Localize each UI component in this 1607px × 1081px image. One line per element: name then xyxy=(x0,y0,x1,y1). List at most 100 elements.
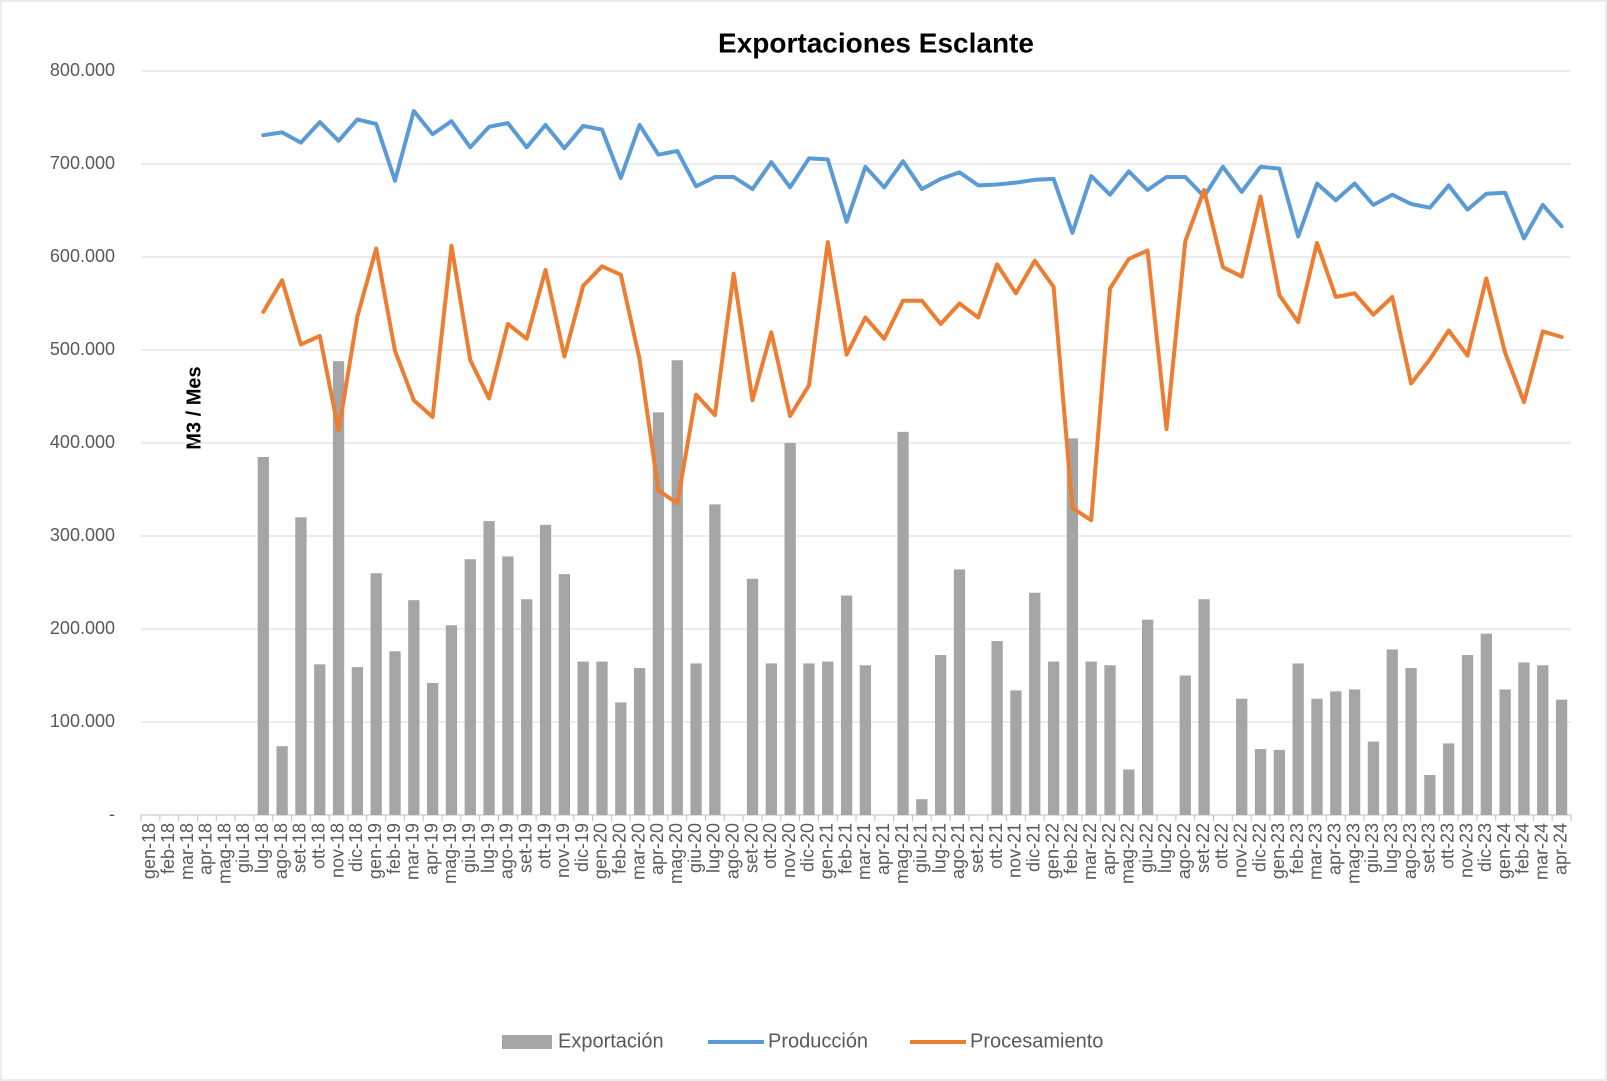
y-tick-label: 200.000 xyxy=(50,618,115,638)
x-tick-label: giu-22 xyxy=(1136,823,1156,873)
x-tick-label: nov-20 xyxy=(779,823,799,878)
bar xyxy=(1292,663,1304,815)
x-tick-label: giu-21 xyxy=(911,823,931,873)
x-tick-label: lug-18 xyxy=(252,823,272,873)
x-tick-label: set-19 xyxy=(515,823,535,873)
bar xyxy=(1179,675,1191,815)
bar xyxy=(1330,691,1342,815)
x-tick-label: apr-21 xyxy=(873,823,893,875)
x-tick-label: mar-24 xyxy=(1532,823,1552,880)
x-tick-label: feb-19 xyxy=(384,823,404,874)
bar xyxy=(652,412,665,815)
bar xyxy=(1311,698,1323,815)
x-tick-label: lug-19 xyxy=(478,823,498,873)
x-tick-label: nov-19 xyxy=(553,823,573,878)
x-tick-label: dic-22 xyxy=(1249,823,1269,872)
bar xyxy=(784,443,796,815)
x-tick-label: mar-19 xyxy=(403,823,423,880)
chart-title: Exportaciones Esclante xyxy=(718,27,1034,58)
bar xyxy=(671,360,683,815)
x-tick-label: feb-24 xyxy=(1513,823,1533,874)
bar xyxy=(803,663,815,815)
bar xyxy=(521,599,533,815)
x-tick-label: feb-23 xyxy=(1287,823,1307,874)
x-tick-label: ago-19 xyxy=(497,823,517,879)
bar xyxy=(690,663,702,815)
x-tick-label: gen-24 xyxy=(1494,823,1514,879)
x-tick-label: gen-22 xyxy=(1042,823,1062,879)
bar xyxy=(633,668,646,815)
bar xyxy=(1123,769,1135,815)
x-tick-label: mag-22 xyxy=(1118,823,1138,884)
bar xyxy=(1386,649,1398,815)
bar xyxy=(351,667,364,815)
bar xyxy=(765,663,777,815)
legend-label: Producción xyxy=(768,1030,868,1052)
bar xyxy=(1405,668,1417,815)
x-tick-label: mar-18 xyxy=(177,823,197,880)
x-tick-label: nov-18 xyxy=(327,823,347,878)
x-tick-label: apr-18 xyxy=(196,823,216,875)
y-tick-label: 300.000 xyxy=(50,525,115,545)
bar xyxy=(370,573,382,815)
x-tick-label: apr-19 xyxy=(421,823,441,875)
x-tick-label: feb-20 xyxy=(610,823,630,874)
bar xyxy=(935,655,947,815)
bar xyxy=(1085,661,1097,815)
x-tick-label: lug-23 xyxy=(1381,823,1401,873)
x-tick-label: gen-20 xyxy=(591,823,611,879)
x-tick-label: mag-18 xyxy=(214,823,234,884)
x-tick-label: nov-21 xyxy=(1005,823,1025,878)
line xyxy=(261,109,1564,241)
x-tick-label: nov-22 xyxy=(1230,823,1250,878)
y-tick-label: 700.000 xyxy=(50,153,115,173)
x-tick-label: mag-19 xyxy=(440,823,460,884)
bar xyxy=(1555,699,1568,815)
legend-label: Procesamiento xyxy=(970,1030,1103,1052)
x-tick-label: mar-23 xyxy=(1306,823,1326,880)
bar xyxy=(1029,592,1041,815)
x-tick-label: apr-24 xyxy=(1550,823,1570,875)
bar xyxy=(916,799,928,815)
bar xyxy=(577,661,589,815)
x-tick-label: ott-18 xyxy=(309,823,329,869)
y-tick-label: 800.000 xyxy=(50,60,115,80)
x-tick-label: mar-20 xyxy=(628,823,648,880)
y-tick-label: 500.000 xyxy=(50,339,115,359)
bar xyxy=(615,702,627,815)
x-tick-label: dic-18 xyxy=(346,823,366,872)
x-tick-label: ago-20 xyxy=(722,823,742,879)
x-tick-label: ago-21 xyxy=(948,823,968,879)
x-tick-label: mar-22 xyxy=(1080,823,1100,880)
x-tick-label: apr-22 xyxy=(1099,823,1119,875)
bar xyxy=(539,524,552,815)
line xyxy=(261,188,1564,523)
bar xyxy=(502,556,514,815)
bar xyxy=(840,595,853,815)
x-tick-label: mar-21 xyxy=(854,823,874,880)
x-tick-label: gen-23 xyxy=(1268,823,1288,879)
bar xyxy=(1499,689,1511,815)
bar xyxy=(1518,662,1530,815)
x-tick-label: ott-21 xyxy=(986,823,1006,869)
legend-swatch xyxy=(502,1035,552,1049)
x-tick-label: apr-23 xyxy=(1325,823,1345,875)
x-tick-label: feb-21 xyxy=(835,823,855,874)
x-tick-label: lug-20 xyxy=(704,823,724,873)
bar xyxy=(314,664,326,815)
bar xyxy=(1047,661,1060,815)
bar xyxy=(295,517,307,815)
x-tick-label: feb-18 xyxy=(158,823,178,874)
x-tick-label: gen-18 xyxy=(139,823,159,879)
x-tick-label: giu-18 xyxy=(233,823,253,873)
bar xyxy=(1480,633,1492,815)
bar xyxy=(427,682,439,815)
x-tick-label: set-21 xyxy=(967,823,987,873)
bar xyxy=(276,746,288,815)
x-tick-label: gen-21 xyxy=(817,823,837,879)
bar xyxy=(1537,665,1549,815)
x-tick-label: nov-23 xyxy=(1456,823,1476,878)
x-tick-label: ott-19 xyxy=(534,823,554,869)
